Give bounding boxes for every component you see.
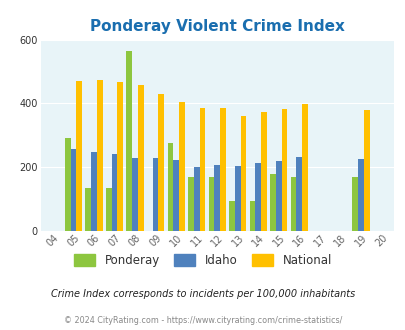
Bar bbox=[352, 177, 357, 231]
Bar bbox=[290, 177, 296, 231]
Bar bbox=[240, 115, 246, 231]
Bar bbox=[173, 160, 179, 231]
Bar bbox=[97, 80, 102, 231]
Bar bbox=[188, 177, 193, 231]
Bar bbox=[117, 82, 123, 231]
Bar bbox=[249, 201, 255, 231]
Bar bbox=[126, 51, 132, 231]
Bar bbox=[167, 143, 173, 231]
Bar bbox=[208, 177, 214, 231]
Bar bbox=[228, 201, 234, 231]
Bar bbox=[199, 108, 205, 231]
Bar bbox=[65, 139, 70, 231]
Bar bbox=[260, 112, 266, 231]
Bar bbox=[255, 163, 260, 231]
Bar bbox=[91, 152, 97, 231]
Bar bbox=[296, 157, 301, 231]
Bar bbox=[357, 159, 363, 231]
Bar bbox=[138, 85, 143, 231]
Bar bbox=[132, 158, 138, 231]
Bar bbox=[193, 167, 199, 231]
Bar bbox=[363, 110, 369, 231]
Bar bbox=[106, 188, 111, 231]
Bar bbox=[234, 166, 240, 231]
Legend: Ponderay, Idaho, National: Ponderay, Idaho, National bbox=[68, 248, 337, 273]
Bar bbox=[275, 161, 281, 231]
Text: Crime Index corresponds to incidents per 100,000 inhabitants: Crime Index corresponds to incidents per… bbox=[51, 289, 354, 299]
Bar bbox=[220, 108, 225, 231]
Bar bbox=[111, 154, 117, 231]
Title: Ponderay Violent Crime Index: Ponderay Violent Crime Index bbox=[90, 19, 344, 34]
Bar bbox=[214, 165, 220, 231]
Bar bbox=[158, 94, 164, 231]
Bar bbox=[179, 102, 184, 231]
Bar bbox=[152, 158, 158, 231]
Bar bbox=[281, 109, 287, 231]
Bar bbox=[301, 104, 307, 231]
Bar bbox=[85, 188, 91, 231]
Bar bbox=[70, 149, 76, 231]
Bar bbox=[270, 174, 275, 231]
Text: © 2024 CityRating.com - https://www.cityrating.com/crime-statistics/: © 2024 CityRating.com - https://www.city… bbox=[64, 316, 341, 325]
Bar bbox=[76, 82, 82, 231]
